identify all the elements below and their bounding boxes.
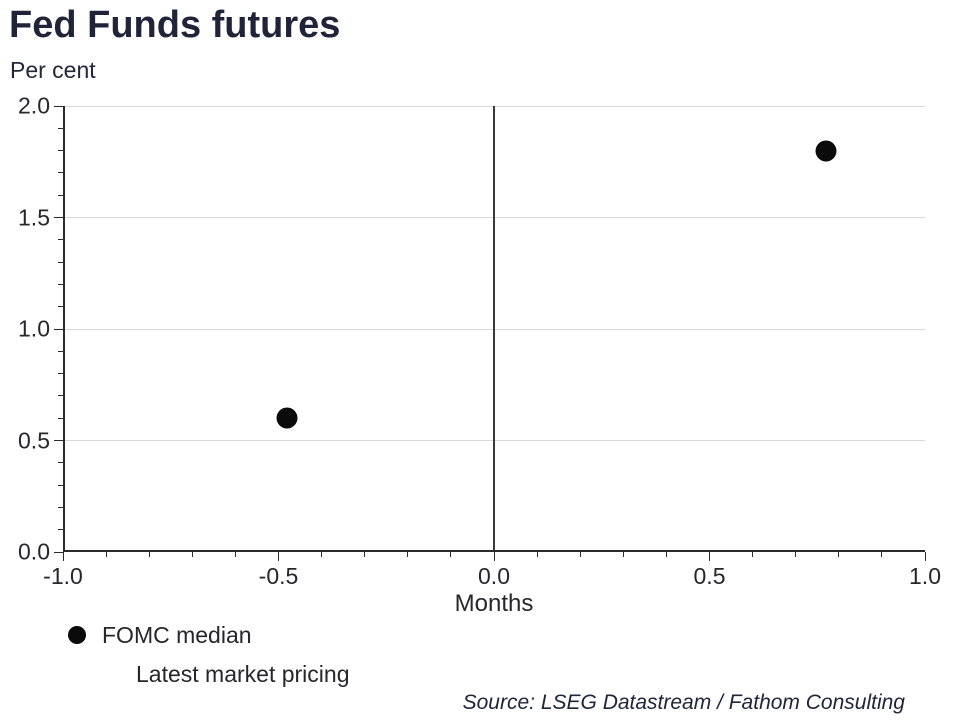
- y-tick-label: 1.0: [18, 315, 50, 342]
- y-minor-tick: [58, 506, 63, 508]
- y-minor-tick: [58, 350, 63, 352]
- y-major-tick: [54, 105, 63, 107]
- y-tick-label: 2.0: [18, 92, 50, 119]
- chart-title: Fed Funds futures: [9, 4, 341, 46]
- x-minor-tick: [795, 552, 797, 557]
- x-minor-tick: [665, 552, 667, 557]
- x-minor-tick: [407, 552, 409, 557]
- y-minor-tick: [58, 417, 63, 419]
- y-minor-tick: [58, 150, 63, 152]
- filled-circle-marker-icon: [68, 626, 86, 644]
- source-credit: Source: LSEG Datastream / Fathom Consult…: [462, 691, 905, 714]
- x-tick-label: 0.5: [693, 563, 726, 589]
- x-minor-tick: [622, 552, 624, 557]
- zero-reference-line: [493, 106, 495, 552]
- y-minor-tick: [58, 484, 63, 486]
- x-tick-label: 1.0: [909, 563, 941, 589]
- y-axis-caption: Per cent: [10, 57, 96, 83]
- x-minor-tick: [838, 552, 840, 557]
- x-minor-tick: [321, 552, 323, 557]
- y-minor-tick: [58, 373, 63, 375]
- y-minor-tick: [58, 261, 63, 263]
- x-major-tick: [709, 552, 710, 561]
- y-major-tick: [54, 551, 63, 553]
- y-minor-tick: [58, 306, 63, 308]
- y-major-tick: [54, 328, 63, 330]
- y-minor-tick: [58, 283, 63, 285]
- legend-item-fomc-median: FOMC median: [68, 622, 349, 648]
- legend-label-market-pricing: Latest market pricing: [136, 661, 350, 687]
- x-major-tick: [62, 552, 64, 561]
- y-axis-line: [63, 106, 65, 552]
- x-axis-title: Months: [454, 590, 534, 617]
- x-minor-tick: [148, 552, 150, 557]
- y-major-tick: [54, 440, 63, 441]
- legend: FOMC median Latest market pricing: [68, 622, 349, 687]
- x-tick-label: -1.0: [43, 563, 83, 589]
- x-major-tick: [278, 552, 279, 561]
- legend-item-market-pricing: Latest market pricing: [136, 661, 349, 687]
- x-minor-tick: [752, 552, 754, 557]
- x-major-tick: [924, 552, 926, 561]
- y-minor-tick: [58, 395, 63, 397]
- data-point-fomc-median: [815, 140, 837, 162]
- y-minor-tick: [58, 239, 63, 241]
- y-minor-tick: [58, 172, 63, 174]
- x-minor-tick: [364, 552, 366, 557]
- x-major-tick: [493, 552, 495, 561]
- legend-label-fomc-median: FOMC median: [102, 621, 252, 648]
- x-tick-label: 0.0: [478, 563, 510, 589]
- y-tick-label: 0.0: [18, 538, 50, 565]
- x-minor-tick: [234, 552, 236, 557]
- plot-area: -1.0 -0.5 0.0 0.5 1.0 0.0 0.5 1.0 1.5 2.0: [18, 93, 941, 590]
- y-tick-label: 0.5: [18, 427, 50, 453]
- x-tick-label: -0.5: [258, 563, 299, 589]
- x-minor-tick: [881, 552, 883, 557]
- y-minor-tick: [58, 462, 63, 464]
- x-minor-tick: [579, 552, 581, 557]
- x-minor-tick: [450, 552, 452, 557]
- y-major-tick: [54, 217, 63, 218]
- data-point-fomc-median: [276, 407, 298, 429]
- y-minor-tick: [58, 127, 63, 129]
- x-minor-tick: [105, 552, 107, 557]
- x-minor-tick: [536, 552, 538, 557]
- x-minor-tick: [191, 552, 193, 557]
- x-axis-line: [63, 550, 925, 552]
- y-tick-label: 1.5: [18, 204, 50, 230]
- y-minor-tick: [58, 529, 63, 531]
- y-minor-tick: [58, 194, 63, 196]
